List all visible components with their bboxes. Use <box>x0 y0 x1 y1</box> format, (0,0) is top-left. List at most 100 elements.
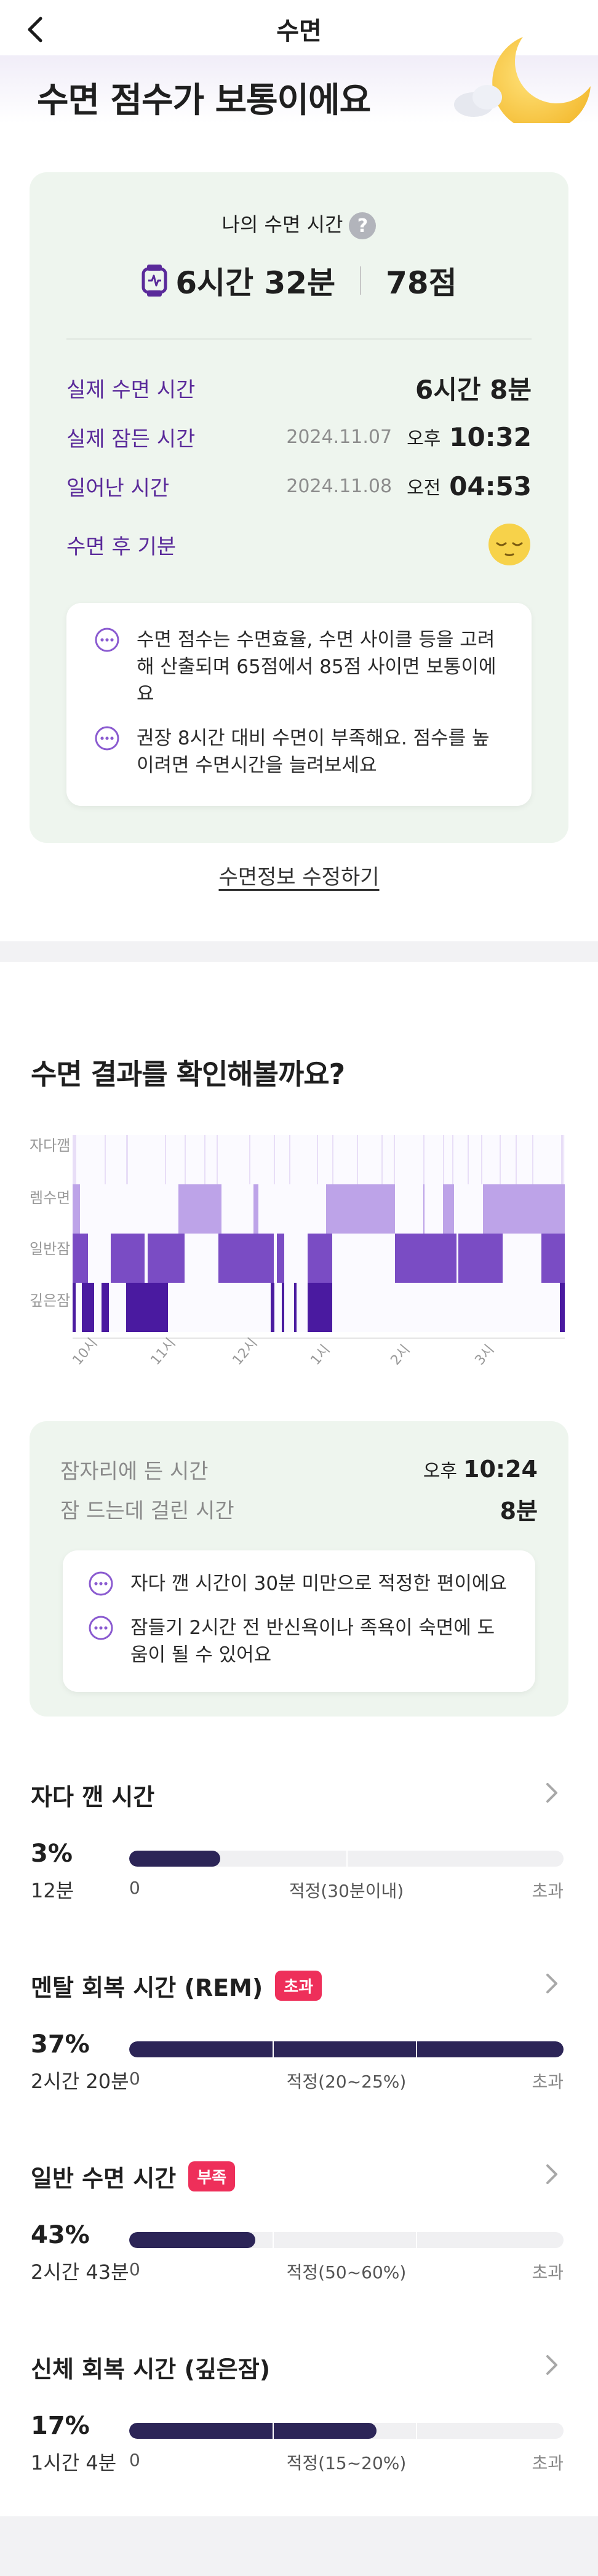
latency-value: 8분 <box>500 1497 538 1525</box>
woke-up-ampm: 오전 <box>407 477 441 499</box>
hypnogram-chart: 자다깸 렘수면 일반잠 깊은잠 10시 11시 12시 1시 2시 3시 <box>30 1135 565 1368</box>
scale-zero-label: 0 <box>129 2259 140 2279</box>
stage-lane <box>73 1135 565 1184</box>
progress-fill <box>129 1851 221 1867</box>
chevron-left-icon <box>28 17 42 42</box>
stage-label: 깊은잠 <box>30 1292 70 1309</box>
fell-asleep-date: 2024.11.07 <box>286 426 393 448</box>
sleep-score: 78점 <box>386 265 457 301</box>
sleep-metric[interactable]: 신체 회복 시간 (깊은잠) 17% 1시간 4분 0 적정(15~20%) 초과 <box>0 2350 598 2535</box>
stage-segment <box>277 1234 284 1283</box>
progress-fill <box>129 2041 564 2057</box>
time-tick-label: 11시 <box>148 1336 178 1368</box>
actual-sleep-label: 실제 수면 시간 <box>66 377 196 402</box>
stage-label: 렘수면 <box>30 1189 70 1206</box>
chevron-right-icon[interactable] <box>543 2162 561 2187</box>
stage-segment <box>185 1135 186 1184</box>
time-tick-label: 3시 <box>472 1342 497 1368</box>
stage-lane <box>73 1184 565 1234</box>
help-icon[interactable]: ? <box>349 212 377 239</box>
stage-segment <box>204 1135 205 1184</box>
optimal-range-label: 적정(15~20%) <box>286 2453 407 2473</box>
stage-segment <box>500 1135 501 1184</box>
stage-label: 자다깸 <box>30 1137 70 1154</box>
status-badge: 초과 <box>275 1971 322 2001</box>
edit-sleep-info-link[interactable]: 수면정보 수정하기 <box>218 865 380 890</box>
stage-segment <box>541 1234 565 1283</box>
in-bed-label: 잠자리에 든 시간 <box>60 1459 209 1484</box>
woke-up-value: 04:53 <box>449 471 532 501</box>
stage-segment <box>332 1135 333 1184</box>
note-text: 권장 8시간 대비 수면이 부족해요. 점수를 높이려면 수면시간을 늘려보세요 <box>137 727 490 776</box>
progress-labels: 0 적정(15~20%) 초과 <box>129 2450 564 2474</box>
metric-duration: 1시간 4분 <box>31 2451 117 2474</box>
scale-zero-label: 0 <box>129 1878 140 1898</box>
stage-segment <box>468 1135 469 1184</box>
stage-segment <box>217 1135 218 1184</box>
metric-title-text: 멘탈 회복 시간 (REM) <box>31 1974 263 2001</box>
progress-track <box>129 1851 564 1867</box>
chat-bubble-icon <box>89 1571 113 1596</box>
stage-segment <box>317 1135 318 1184</box>
stage-segment <box>561 1135 564 1184</box>
stage-segment <box>73 1135 76 1184</box>
woke-up-label: 일어난 시간 <box>66 476 170 501</box>
sleep-metric[interactable]: 일반 수면 시간 부족 43% 2시간 43분 0 적정(50~60%) 초과 <box>0 2159 598 2344</box>
chevron-right-icon[interactable] <box>543 2353 561 2377</box>
metric-title: 신체 회복 시간 (깊은잠) <box>31 2350 270 2384</box>
progress-fill <box>129 2423 377 2439</box>
chevron-right-icon[interactable] <box>543 1971 561 1996</box>
range-tick <box>272 2232 274 2248</box>
divider <box>360 266 362 295</box>
stage-segment <box>271 1283 274 1332</box>
stage-segment <box>381 1135 383 1184</box>
progress-labels: 0 적정(20~25%) 초과 <box>129 2068 564 2093</box>
total-duration: 6시간 32분 <box>175 265 336 301</box>
stage-segment <box>308 1283 332 1332</box>
progress-labels: 0 적정(50~60%) 초과 <box>129 2259 564 2284</box>
stage-segment <box>289 1135 290 1184</box>
range-tick <box>415 2041 417 2057</box>
progress-track <box>129 2232 564 2248</box>
progress-fill <box>129 2232 255 2248</box>
page-title: 수면 점수가 보통이에요 <box>37 81 371 121</box>
stage-segment <box>82 1283 94 1332</box>
sleep-metric[interactable]: 자다 깬 시간 3% 12분 0 적정(30분이내) 초과 <box>0 1778 598 1963</box>
sleep-summary-card: 나의 수면 시간? 6시간 32분 78점 실제 수면 시간 6시간 8분 실제… <box>30 172 568 843</box>
sleepy-face-icon[interactable] <box>487 522 532 567</box>
stage-segment <box>532 1135 533 1184</box>
scale-zero-label: 0 <box>129 2068 140 2089</box>
chevron-right-icon[interactable] <box>543 1780 561 1805</box>
bedtime-card: 잠자리에 든 시간 오후 10:24 잠 드는데 걸린 시간 8분 자다 깬 시… <box>30 1421 568 1717</box>
optimal-range-label: 적정(50~60%) <box>286 2262 407 2283</box>
metric-duration: 12분 <box>31 1879 74 1902</box>
fell-asleep-value: 10:32 <box>449 421 532 452</box>
fell-asleep-label: 실제 잠든 시간 <box>66 426 196 452</box>
stage-segment <box>126 1283 168 1332</box>
metric-title-text: 신체 회복 시간 (깊은잠) <box>31 2356 271 2383</box>
stage-segment <box>443 1184 454 1234</box>
note-text: 잠들기 2시간 전 반신욕이나 족욕이 숙면에 도움이 될 수 있어요 <box>130 1617 495 1666</box>
actual-sleep-value: 6시간 8분 <box>415 374 532 405</box>
page-bottom-divider <box>0 2516 598 2576</box>
range-tick <box>415 2232 417 2248</box>
scale-zero-label: 0 <box>129 2450 140 2470</box>
app-header: 수면 <box>0 0 598 55</box>
stage-segment <box>483 1184 565 1234</box>
stage-segment <box>249 1135 250 1184</box>
note-item: 자다 깬 시간이 30분 미만으로 적정한 편이에요 <box>87 1570 511 1597</box>
sleep-metric[interactable]: 멘탈 회복 시간 (REM) 초과 37% 2시간 20분 0 적정(20~25%) 초과 <box>0 1969 598 2153</box>
duration-score-row: 6시간 32분 78점 <box>30 258 568 303</box>
mood-row: 수면 후 기분 <box>66 520 532 569</box>
back-button[interactable] <box>25 11 62 48</box>
time-tick-label: 10시 <box>70 1336 100 1368</box>
chat-bubble-icon <box>89 1616 113 1640</box>
metric-percent: 37% <box>31 2030 90 2059</box>
note-item: 잠들기 2시간 전 반신욕이나 족욕이 숙면에 도움이 될 수 있어요 <box>87 1614 511 1669</box>
scale-over-label: 초과 <box>532 2072 564 2092</box>
actual-sleep-row: 실제 수면 시간 6시간 8분 <box>66 369 532 406</box>
stage-segment <box>516 1135 517 1184</box>
stage-segment <box>326 1184 395 1234</box>
metric-percent: 3% <box>31 1840 73 1868</box>
note-text: 자다 깬 시간이 30분 미만으로 적정한 편이에요 <box>130 1573 507 1595</box>
